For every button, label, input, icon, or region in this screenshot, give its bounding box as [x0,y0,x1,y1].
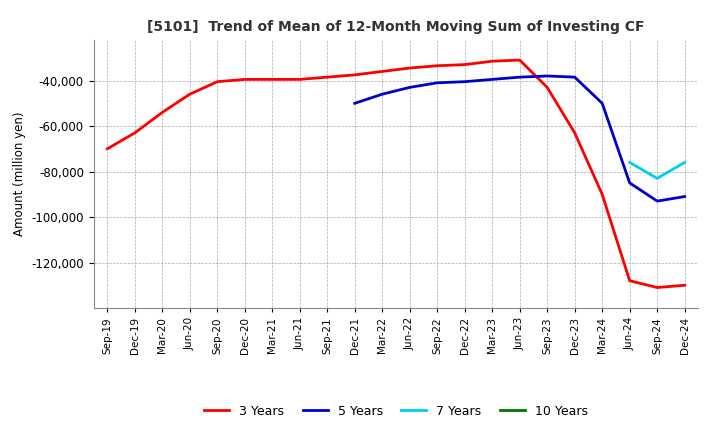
3 Years [653,285,662,290]
3 Years [268,77,276,82]
3 Years [158,110,166,115]
7 Years [653,176,662,181]
7 Years [680,160,689,165]
5 Years [433,80,441,85]
5 Years [570,74,579,80]
5 Years [543,73,552,79]
Legend: 3 Years, 5 Years, 7 Years, 10 Years: 3 Years, 5 Years, 7 Years, 10 Years [199,400,593,422]
5 Years [680,194,689,199]
3 Years [186,92,194,97]
5 Years [378,92,387,97]
3 Years [103,146,112,151]
Line: 7 Years: 7 Years [630,162,685,178]
3 Years [240,77,249,82]
7 Years [626,160,634,165]
3 Years [460,62,469,67]
5 Years [598,101,606,106]
5 Years [516,74,524,80]
3 Years [130,130,139,136]
5 Years [626,180,634,186]
5 Years [488,77,497,82]
3 Years [598,192,606,197]
5 Years [653,198,662,204]
3 Years [378,69,387,74]
3 Years [543,85,552,90]
5 Years [405,85,414,90]
3 Years [680,282,689,288]
3 Years [516,58,524,63]
3 Years [323,74,332,80]
3 Years [213,79,222,84]
5 Years [351,101,359,106]
3 Years [295,77,304,82]
3 Years [351,72,359,77]
Line: 5 Years: 5 Years [355,76,685,201]
3 Years [433,63,441,68]
3 Years [570,130,579,136]
Title: [5101]  Trend of Mean of 12-Month Moving Sum of Investing CF: [5101] Trend of Mean of 12-Month Moving … [148,20,644,34]
5 Years [460,79,469,84]
3 Years [488,59,497,64]
3 Years [626,278,634,283]
Y-axis label: Amount (million yen): Amount (million yen) [13,112,26,236]
Line: 3 Years: 3 Years [107,60,685,287]
3 Years [405,66,414,71]
